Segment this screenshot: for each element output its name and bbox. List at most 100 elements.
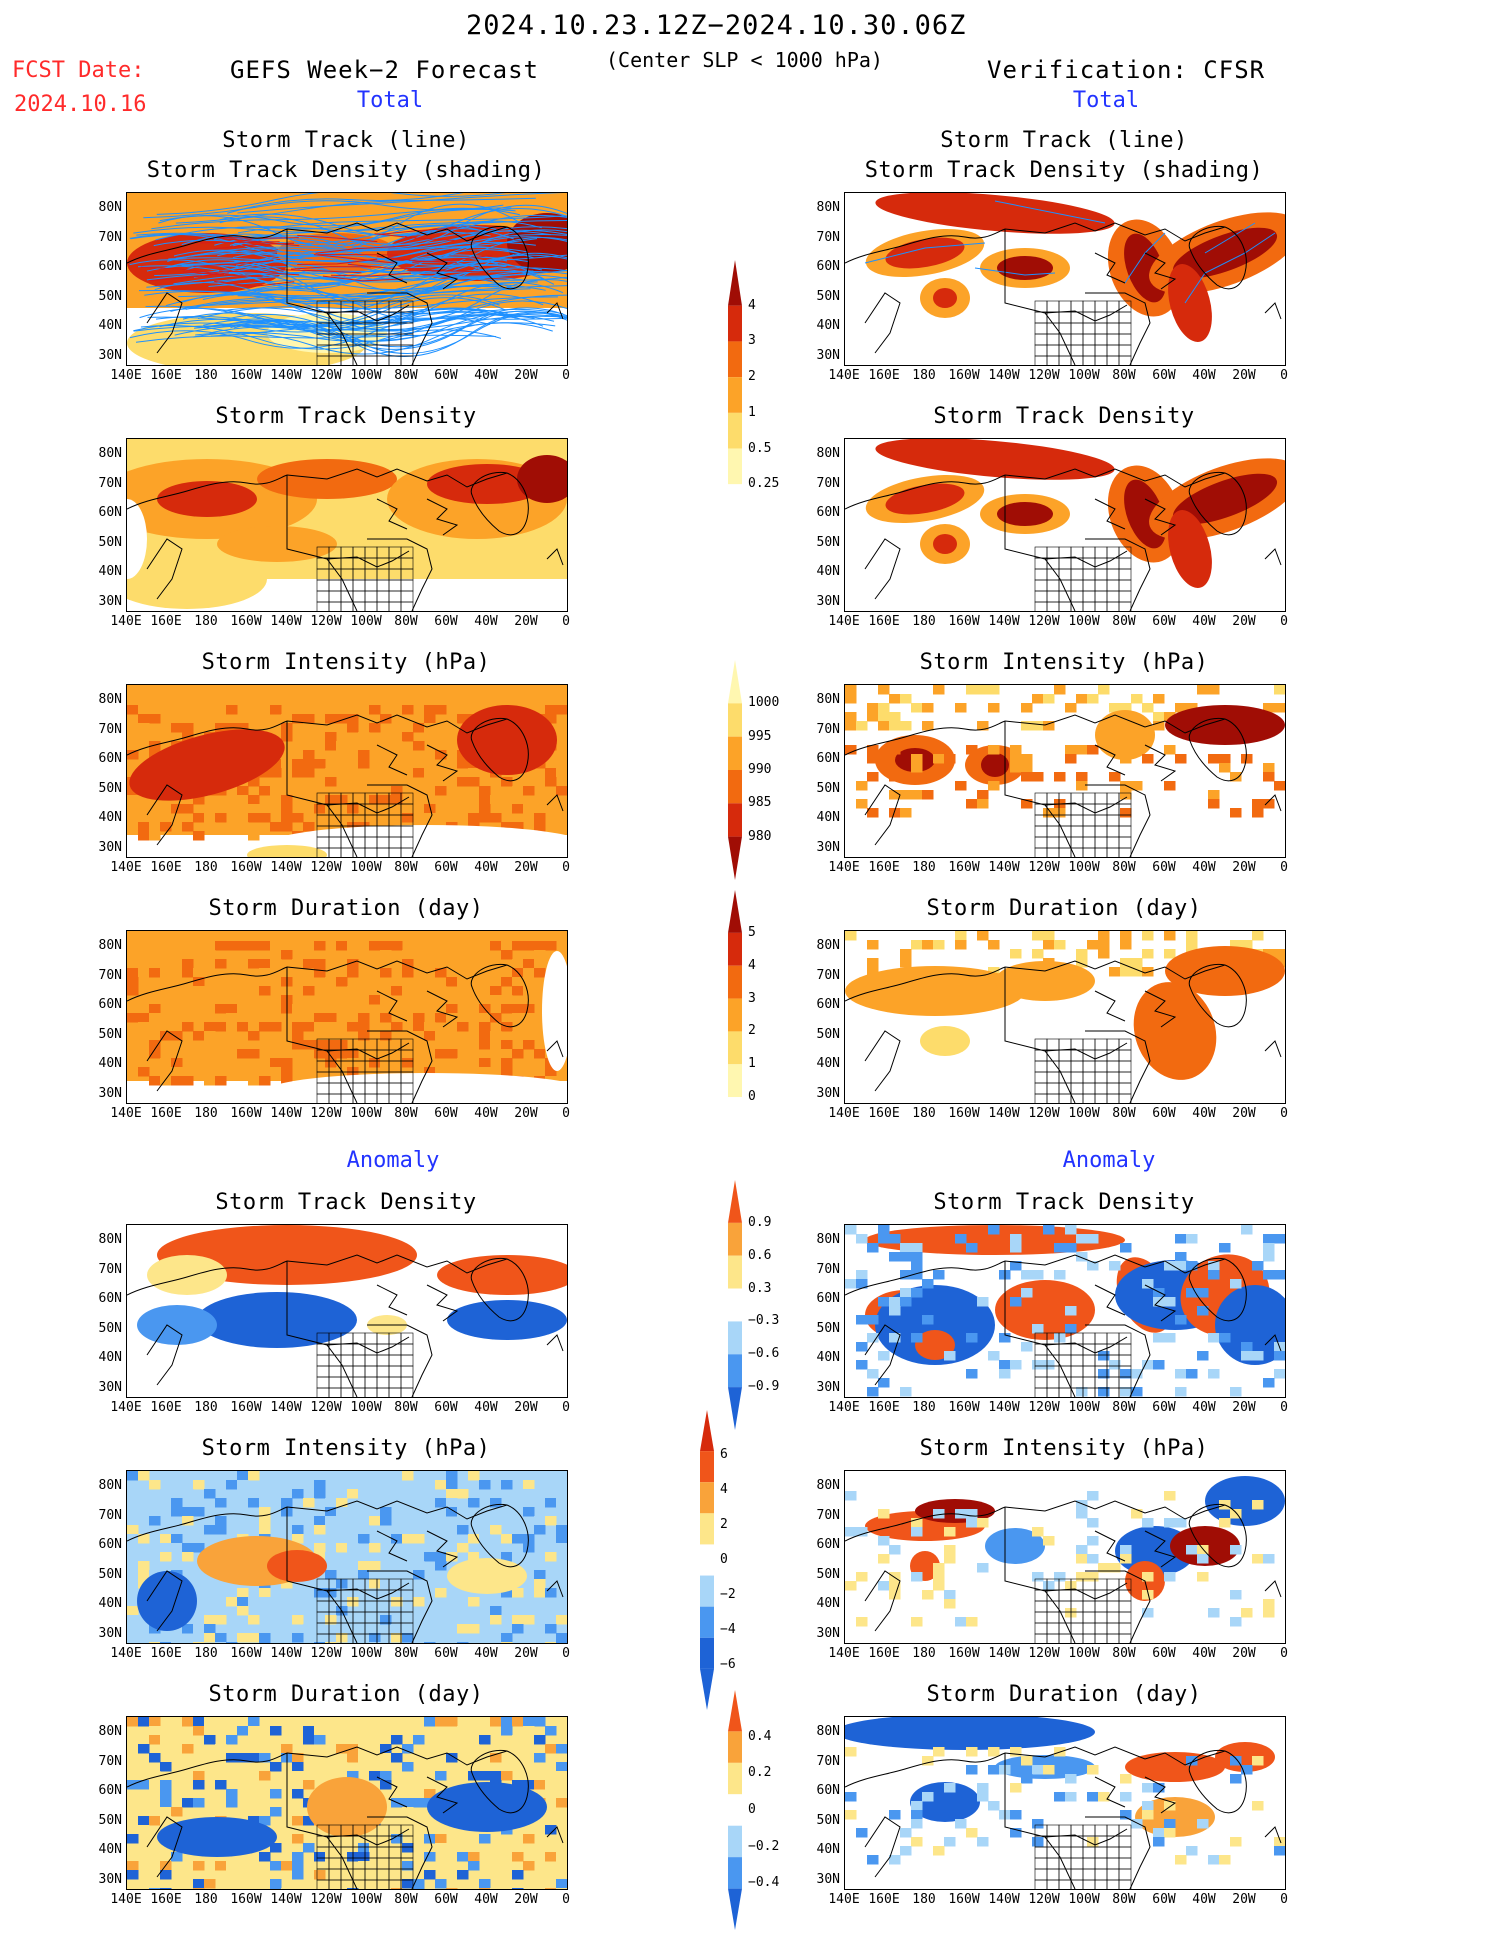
coastline-segment <box>376 1530 408 1562</box>
lon-tick-label: 120W <box>1028 614 1060 629</box>
lon-tick-label: 140W <box>988 860 1020 875</box>
lat-tick-label: 30N <box>816 1379 840 1395</box>
slp-subtitle: (Center SLP < 1000 hPa) <box>606 48 883 72</box>
lat-tick-label: 70N <box>816 1261 840 1277</box>
lon-tick-label: 60W <box>434 368 458 383</box>
coastline-segment <box>286 714 508 734</box>
coastline-segment <box>326 1336 410 1354</box>
lat-tick-label: 30N <box>98 839 122 855</box>
coastline-segment <box>1044 304 1128 322</box>
coastline-segment <box>1188 225 1247 290</box>
lat-tick-label: 50N <box>98 534 122 550</box>
lon-tick-label: 80W <box>1112 860 1136 875</box>
coastline-segment <box>1144 498 1177 536</box>
lat-tick-label: 70N <box>98 967 122 983</box>
coastline-segment <box>845 474 1006 510</box>
coastline-segment <box>127 474 288 510</box>
cfsr-map-panel <box>844 1224 1286 1398</box>
lat-tick-label: 60N <box>816 505 840 520</box>
coastline-segment <box>146 1030 183 1092</box>
lon-tick-label: 0 <box>1280 1106 1288 1121</box>
lon-tick-label: 140W <box>270 860 302 875</box>
coastline-segment <box>546 548 564 566</box>
lat-tick-label: 80N <box>816 200 840 215</box>
lat-tick-label: 80N <box>816 1232 840 1247</box>
colorbar-tick-label: 0.2 <box>748 1765 772 1781</box>
lon-tick-label: 100W <box>1068 860 1100 875</box>
right-column-title: Verification: CFSR <box>987 56 1266 84</box>
lon-tick-label: 160E <box>868 1106 900 1121</box>
coastline-segment <box>864 1030 901 1092</box>
lat-tick-label: 50N <box>98 1320 122 1336</box>
coastline-segment <box>864 784 901 846</box>
lat-tick-label: 80N <box>816 1724 840 1739</box>
lon-tick-label: 140W <box>270 1400 302 1415</box>
colorbar-tick-label: 980 <box>748 828 772 844</box>
coastline-segment <box>1085 784 1151 857</box>
lat-tick-label: 30N <box>98 1871 122 1887</box>
coastline-segment <box>1144 1530 1177 1568</box>
coastline-segment <box>286 468 508 488</box>
lon-tick-label: 160E <box>150 860 182 875</box>
lon-tick-label: 140E <box>110 614 142 629</box>
colorbar-tick-label: 1 <box>748 404 756 420</box>
coastline-segment <box>1044 1828 1128 1846</box>
panel-title: Storm Track (line) <box>222 128 470 153</box>
lon-tick-label: 100W <box>350 1106 382 1121</box>
lon-tick-label: 140W <box>988 1400 1020 1415</box>
lon-tick-label: 160E <box>868 1646 900 1661</box>
lon-tick-label: 60W <box>1152 860 1176 875</box>
colorbar-tick-label: 4 <box>720 1482 728 1497</box>
lon-tick-label: 80W <box>394 368 418 383</box>
lat-tick-label: 40N <box>816 1596 840 1611</box>
coastline-segment <box>1144 744 1177 782</box>
lon-tick-label: 160E <box>150 1892 182 1907</box>
lat-tick-label: 40N <box>98 810 122 825</box>
lon-tick-label: 160W <box>230 1400 262 1415</box>
coastline-segment <box>845 228 1006 264</box>
lon-tick-label: 20W <box>1232 1646 1256 1661</box>
lat-tick-label: 80N <box>98 446 122 461</box>
coastline-segment <box>1094 1284 1126 1316</box>
gefs-map-panel <box>126 1224 568 1398</box>
coastline-segment <box>1085 1324 1151 1397</box>
gefs-map-panel <box>126 1716 568 1890</box>
coastline-segment <box>1264 794 1282 812</box>
map-shading <box>845 439 1285 611</box>
lon-tick-label: 120W <box>310 614 342 629</box>
coastline-segment <box>1044 1582 1128 1600</box>
lon-tick-label: 40W <box>1192 368 1216 383</box>
lon-tick-label: 160W <box>230 1892 262 1907</box>
coastline-segment <box>1085 1570 1151 1643</box>
coastline-segment <box>426 744 459 782</box>
lon-tick-label: 160W <box>948 860 980 875</box>
colorbar-tick-label: 5 <box>748 924 756 940</box>
lon-tick-label: 60W <box>434 860 458 875</box>
colorbar-tick-label: −4 <box>720 1622 736 1637</box>
lon-tick-label: 20W <box>514 1892 538 1907</box>
lon-tick-label: 20W <box>514 1400 538 1415</box>
colorbar-tick-label: 3 <box>748 990 756 1006</box>
coastline-segment <box>1004 1746 1226 1766</box>
lat-tick-label: 50N <box>98 780 122 796</box>
coastline-segment <box>1188 1503 1247 1568</box>
coastline-segment <box>1188 471 1247 536</box>
lon-tick-label: 160W <box>948 368 980 383</box>
coastline-segment <box>845 1260 1006 1296</box>
lat-tick-label: 70N <box>816 1753 840 1769</box>
lon-tick-label: 40W <box>474 614 498 629</box>
lat-tick-label: 40N <box>98 318 122 333</box>
coastline-segment <box>426 1284 459 1322</box>
lon-tick-label: 0 <box>562 614 570 629</box>
lon-tick-label: 140W <box>270 368 302 383</box>
panel-title: Storm Track Density <box>933 404 1195 429</box>
panel-title: Storm Intensity (hPa) <box>201 650 491 675</box>
coastline-segment <box>546 794 564 812</box>
lon-tick-label: 100W <box>350 1400 382 1415</box>
lon-tick-label: 40W <box>474 1106 498 1121</box>
colorbar-tick-label: 990 <box>748 762 772 777</box>
coastline-segment <box>1188 1749 1247 1814</box>
lon-tick-label: 140E <box>110 1400 142 1415</box>
lat-tick-label: 70N <box>98 1261 122 1277</box>
right-anomaly-label: Anomaly <box>1062 1148 1156 1173</box>
